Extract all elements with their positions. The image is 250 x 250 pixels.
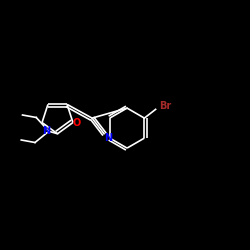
- Text: O: O: [72, 118, 81, 128]
- Text: N: N: [42, 126, 50, 136]
- Text: N: N: [104, 133, 112, 143]
- Text: Br: Br: [159, 100, 172, 110]
